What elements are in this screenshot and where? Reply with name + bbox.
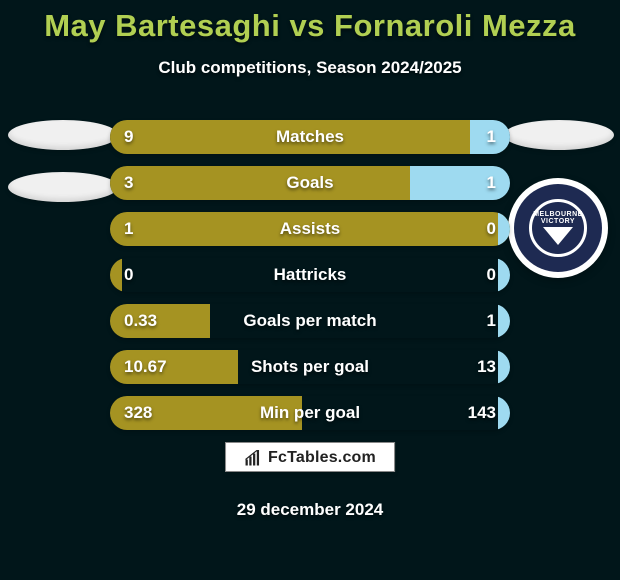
stat-row: Min per goal328 143: [110, 396, 510, 430]
left-avatar-placeholder-group: [8, 120, 118, 202]
badge-text-line1: MELBOURNE: [533, 211, 583, 218]
right-avatar-placeholder-group: [504, 120, 614, 150]
date-text: 29 december 2024: [0, 500, 620, 520]
avatar-placeholder-ellipse: [8, 120, 118, 150]
stat-row: Hattricks0 0: [110, 258, 510, 292]
stats-bar-group: Matches91Goals31Assists10Hattricks00Goal…: [110, 120, 510, 442]
stat-value-left: 0: [110, 258, 147, 292]
stat-value-left: 328: [110, 396, 166, 430]
stat-row: Matches9 1: [110, 120, 510, 154]
badge-inner: MELBOURNE VICTORY: [529, 199, 587, 257]
stat-value-right: 1: [473, 120, 510, 154]
bar-chart-icon: [244, 449, 262, 467]
stat-value-left: 10.67: [110, 350, 181, 384]
stat-label: Goals: [110, 166, 510, 200]
stat-row: Shots per goal10.6713: [110, 350, 510, 384]
stat-label: Min per goal: [110, 396, 510, 430]
badge-chevron-icon: [543, 227, 573, 245]
stat-value-right: 1: [473, 166, 510, 200]
stat-value-left: 0.33: [110, 304, 171, 338]
stat-label: Assists: [110, 212, 510, 246]
stat-value-left: 3: [110, 166, 147, 200]
stat-value-right: 143: [454, 396, 510, 430]
badge-text-line2: VICTORY: [541, 218, 575, 225]
page-title: May Bartesaghi vs Fornaroli Mezza: [0, 0, 620, 50]
logo-text: FcTables.com: [268, 449, 376, 467]
stat-row: Goals3 1: [110, 166, 510, 200]
avatar-placeholder-ellipse: [8, 172, 118, 202]
stat-value-right: 0: [473, 212, 510, 246]
club-badge-melbourne-victory: MELBOURNE VICTORY: [508, 178, 608, 278]
stat-row: Assists1 0: [110, 212, 510, 246]
stat-value-right: 13: [463, 350, 510, 384]
stat-label: Matches: [110, 120, 510, 154]
stat-row: Goals per match0.331: [110, 304, 510, 338]
stat-label: Hattricks: [110, 258, 510, 292]
stat-value-right: 1: [473, 304, 510, 338]
page-subtitle: Club competitions, Season 2024/2025: [0, 58, 620, 78]
stat-value-right: 0: [473, 258, 510, 292]
stat-value-left: 9: [110, 120, 147, 154]
stat-value-left: 1: [110, 212, 147, 246]
comparison-canvas: May Bartesaghi vs Fornaroli Mezza Club c…: [0, 0, 620, 580]
avatar-placeholder-ellipse: [504, 120, 614, 150]
fctables-logo-box: FcTables.com: [225, 442, 395, 472]
